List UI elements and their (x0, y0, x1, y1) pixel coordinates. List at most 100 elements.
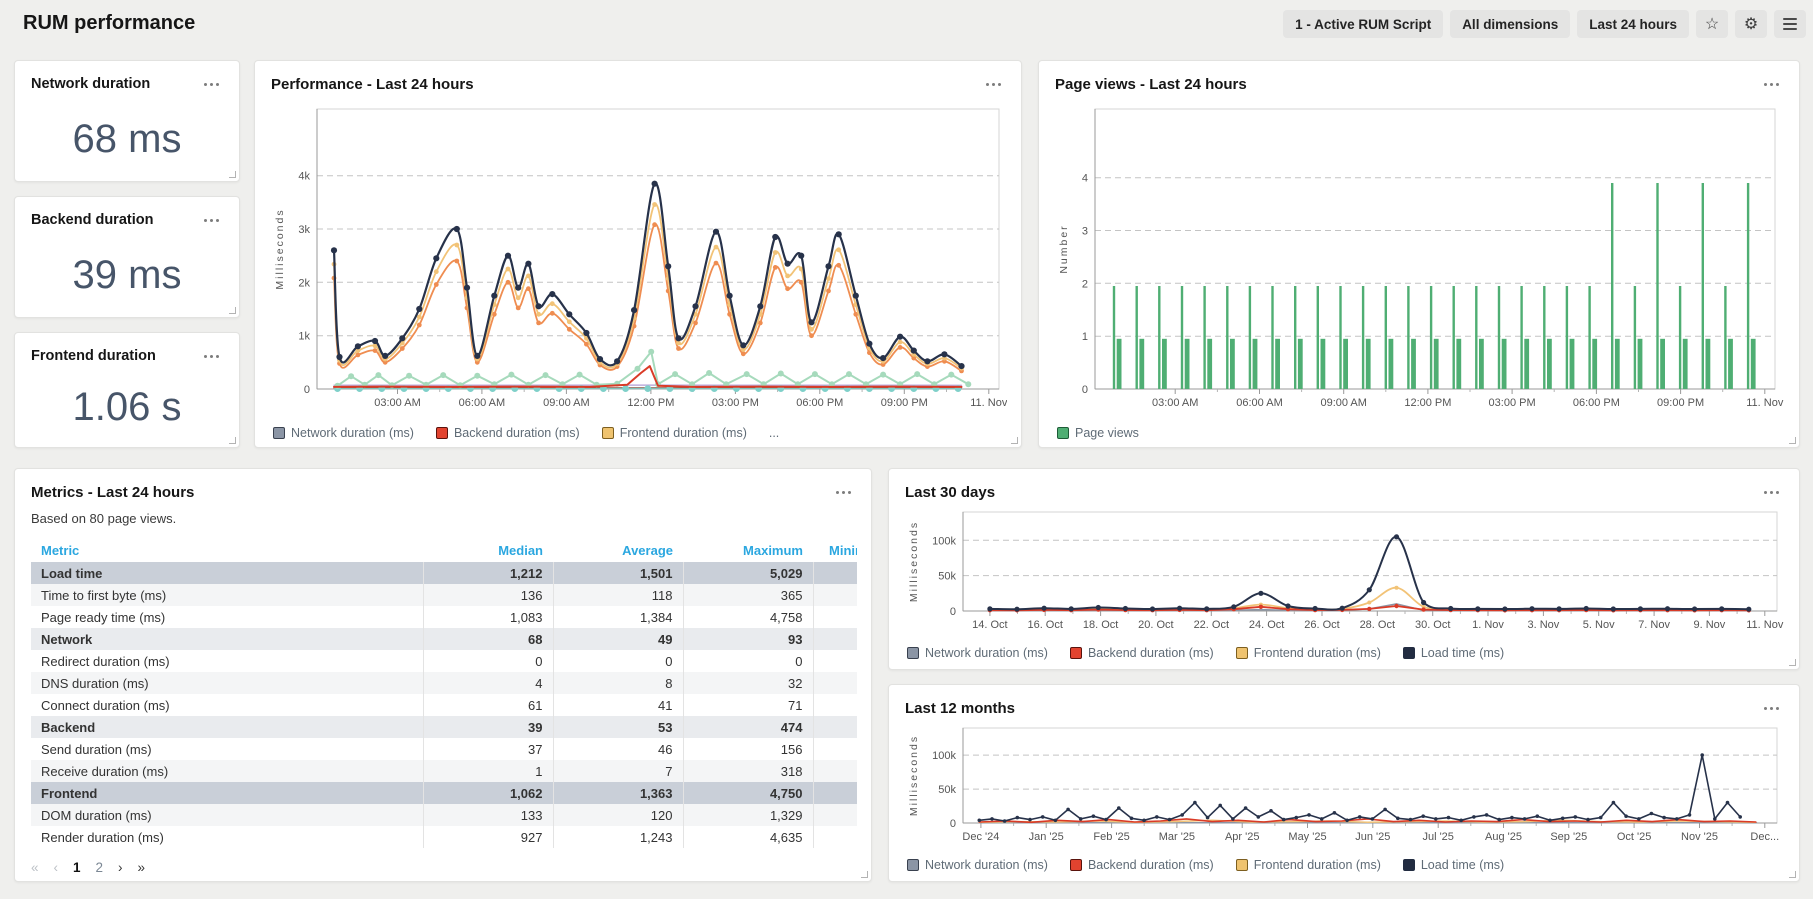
legend-item[interactable]: Load time (ms) (1402, 646, 1504, 660)
column-header[interactable]: Minimum (829, 542, 857, 558)
page-number-1[interactable]: 1 (73, 860, 81, 875)
legend-item[interactable]: Backend duration (ms) (435, 426, 580, 440)
more-options-icon[interactable] (1760, 79, 1783, 90)
median-cell: 4 (422, 672, 553, 694)
minimum-cell (812, 672, 857, 694)
maximum-cell: 365 (682, 584, 813, 606)
chart-title: Last 12 months (905, 699, 1016, 717)
resize-handle[interactable] (1789, 871, 1796, 878)
svg-text:1: 1 (1082, 331, 1088, 343)
legend-item[interactable]: Load time (ms) (1402, 858, 1504, 872)
svg-text:12:00 PM: 12:00 PM (1404, 397, 1451, 409)
median-cell: 0 (422, 650, 553, 672)
more-options-icon[interactable] (1760, 487, 1783, 498)
filter-rum-script[interactable]: 1 - Active RUM Script (1283, 10, 1444, 38)
chart-title: Last 30 days (905, 483, 996, 501)
svg-text:28. Oct: 28. Oct (1360, 619, 1395, 631)
settings-button[interactable]: ⚙ (1735, 10, 1767, 38)
svg-text:Number: Number (1058, 224, 1070, 273)
column-header[interactable]: Average (622, 542, 673, 558)
maximum-cell: 474 (682, 716, 813, 738)
more-options-icon[interactable] (982, 79, 1005, 90)
favorite-button[interactable]: ☆ (1696, 10, 1728, 38)
legend-item[interactable]: Page views (1057, 426, 1139, 440)
resize-handle[interactable] (229, 437, 236, 444)
minimum-cell (812, 606, 857, 628)
metric-cell: Send duration (ms) (41, 741, 152, 757)
table-row: Load time 1,212 1,501 5,029 (31, 562, 857, 584)
more-options-icon[interactable] (200, 351, 223, 362)
minimum-cell (812, 628, 857, 650)
median-cell: 1,212 (422, 562, 553, 584)
svg-text:03:00 AM: 03:00 AM (374, 397, 420, 409)
legend-item[interactable]: Frontend duration (ms) (601, 426, 747, 440)
last-page-button[interactable]: » (137, 860, 146, 875)
legend-item[interactable]: Network duration (ms) (273, 426, 414, 440)
average-cell: 49 (552, 628, 683, 650)
svg-text:06:00 AM: 06:00 AM (459, 397, 505, 409)
svg-text:May '25: May '25 (1288, 831, 1326, 843)
average-cell: 53 (552, 716, 683, 738)
minimum-cell (812, 782, 857, 804)
legend-label: Frontend duration (ms) (1253, 858, 1381, 872)
svg-text:03:00 PM: 03:00 PM (712, 397, 759, 409)
column-header[interactable]: Maximum (743, 542, 803, 558)
more-options-icon[interactable] (200, 79, 223, 90)
minimum-cell (812, 584, 857, 606)
more-options-icon[interactable] (832, 487, 855, 498)
pageviews-chart-canvas[interactable]: 4 3 2 1 0 03:00 AM 06:00 AM 09:00 AM 12:00 PM 03:… (1055, 103, 1784, 420)
legend-item[interactable]: Backend duration (ms) (1069, 646, 1214, 660)
svg-text:4: 4 (1082, 173, 1088, 185)
kpi-value: 68 ms (72, 117, 182, 161)
pagination: « ‹ 1 2 › » (31, 860, 855, 875)
legend-item[interactable]: Backend duration (ms) (1069, 858, 1214, 872)
legend-item[interactable]: Network duration (ms) (907, 858, 1048, 872)
page-number-2[interactable]: 2 (95, 860, 104, 875)
median-cell: 136 (422, 584, 553, 606)
legend-item[interactable]: Network duration (ms) (907, 646, 1048, 660)
metric-cell: Page ready time (ms) (41, 609, 166, 625)
next-page-button[interactable]: › (118, 860, 123, 875)
svg-text:0: 0 (950, 606, 956, 618)
column-header[interactable]: Metric (41, 542, 80, 558)
last30days-chart-canvas[interactable]: 100k 50k 0 14. Oct 16. Oct 18. Oct 20. Oct 22. … (905, 507, 1784, 640)
more-options-icon[interactable] (200, 215, 223, 226)
median-cell: 1,062 (422, 782, 553, 804)
svg-text:Sep '25: Sep '25 (1550, 831, 1587, 843)
resize-handle[interactable] (1789, 659, 1796, 666)
menu-button[interactable] (1774, 10, 1806, 38)
maximum-cell: 4,750 (682, 782, 813, 804)
svg-text:3k: 3k (298, 224, 310, 236)
chart-title: Performance - Last 24 hours (271, 75, 474, 93)
average-cell: 7 (552, 760, 683, 782)
resize-handle[interactable] (229, 307, 236, 314)
more-options-icon[interactable] (1760, 703, 1783, 714)
column-header[interactable]: Median (498, 542, 543, 558)
filter-timeframe[interactable]: Last 24 hours (1577, 10, 1689, 38)
maximum-cell: 4,758 (682, 606, 813, 628)
svg-text:14. Oct: 14. Oct (972, 619, 1007, 631)
last30days-chart-panel: Last 30 days 100k 50k 0 14. Oct 16. Oct 18. O… (888, 468, 1800, 670)
resize-handle[interactable] (229, 171, 236, 178)
first-page-button[interactable]: « (31, 860, 39, 875)
svg-text:50k: 50k (938, 784, 956, 796)
resize-handle[interactable] (1789, 437, 1796, 444)
svg-text:100k: 100k (932, 750, 956, 762)
filter-dimensions[interactable]: All dimensions (1450, 10, 1571, 38)
svg-text:Aug '25: Aug '25 (1485, 831, 1522, 843)
legend-label: Backend duration (ms) (1087, 646, 1214, 660)
resize-handle[interactable] (1011, 437, 1018, 444)
svg-text:Mar '25: Mar '25 (1159, 831, 1195, 843)
last12months-chart-canvas[interactable]: 100k 50k 0 Dec '24 Jan '25 Feb '25 Mar '25 Apr … (905, 723, 1783, 852)
maximum-cell: 156 (682, 738, 813, 760)
resize-handle[interactable] (861, 871, 868, 878)
legend-label: Frontend duration (ms) (1253, 646, 1381, 660)
legend-item[interactable]: Frontend duration (ms) (1235, 858, 1381, 872)
legend-item[interactable]: ... (769, 426, 779, 440)
performance-chart-canvas[interactable]: 4k 3k 2k 1k 0 03:00 AM 06:00 AM 09:00 AM 12:00 P… (271, 103, 1008, 420)
maximum-cell: 1,329 (682, 804, 813, 826)
legend-item[interactable]: Frontend duration (ms) (1235, 646, 1381, 660)
legend-swatch (1235, 647, 1248, 659)
legend-swatch (1402, 859, 1415, 871)
prev-page-button[interactable]: ‹ (53, 860, 59, 875)
